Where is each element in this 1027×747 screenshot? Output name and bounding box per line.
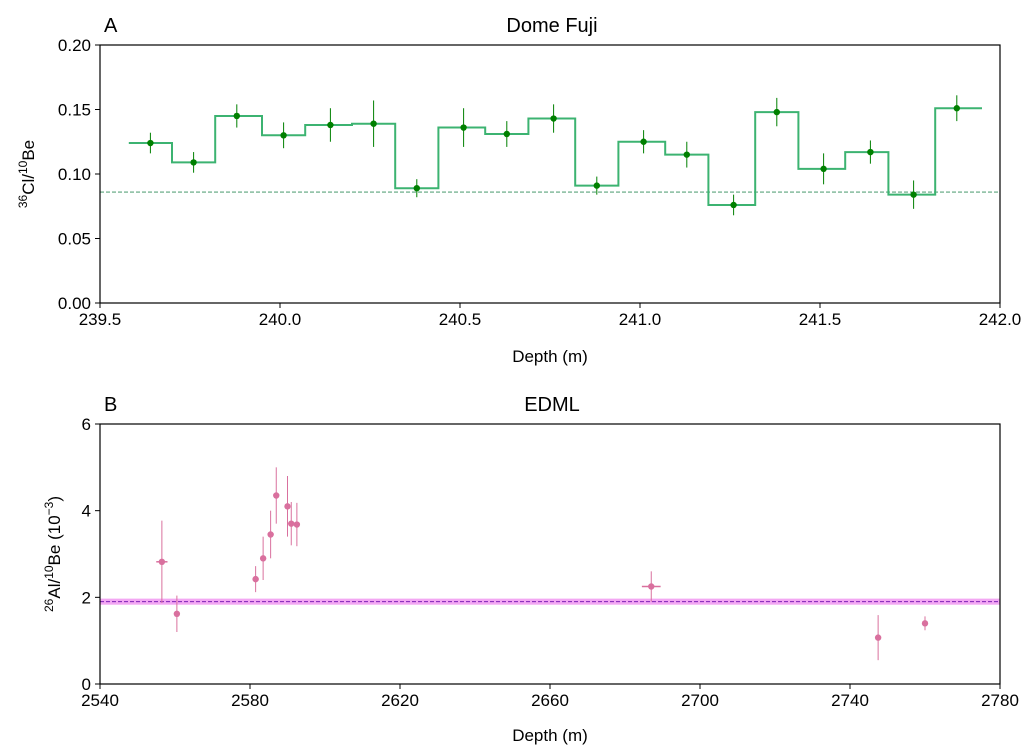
panel-a-data-point	[910, 191, 917, 198]
panel-a-ylabel: 36Cl/10Be	[16, 140, 38, 208]
panel-b-title: EDML	[524, 394, 580, 416]
panel-a-ytick-label: 0.00	[58, 294, 91, 313]
panel-b-data-point	[173, 610, 181, 617]
panel-b-ytick-label: 2	[82, 588, 91, 607]
panel-a-data-point	[280, 132, 287, 139]
panel-a-ytick-label: 0.10	[58, 165, 91, 184]
panel-a-xtick-label: 241.5	[799, 310, 842, 329]
panel-a-step-line	[128, 107, 982, 206]
panel-b-xtick-label: 2780	[981, 691, 1019, 710]
panel-b-data-point	[273, 492, 280, 499]
panel-a-xtick-label: 242.0	[979, 310, 1022, 329]
panel-a-data-point	[683, 151, 690, 158]
panel-a-letter: A	[104, 15, 118, 37]
panel-a-data-point	[550, 115, 557, 122]
panel-b-xtick-label: 2620	[381, 691, 419, 710]
panel-a-xtick-label: 240.0	[259, 310, 302, 329]
panel-a-xtick-label: 239.5	[79, 310, 122, 329]
panel-a-xtick-label: 241.0	[619, 310, 662, 329]
panel-b-data-point	[158, 558, 166, 565]
panel-b-ytick-label: 6	[82, 415, 91, 434]
panel-b-xtick-label: 2660	[531, 691, 569, 710]
panel-b: B EDML 2540 2580 2620 2660 2700 2740 27800246 …	[42, 394, 1019, 745]
panel-a-data-point	[233, 112, 240, 120]
panel-a-data-point	[953, 105, 960, 112]
panel-b-frame	[99, 423, 1001, 685]
panel-a-data-point	[190, 159, 197, 166]
panel-a-data-point	[773, 108, 780, 116]
panel-a-data-point	[867, 148, 874, 156]
panel-a-ytick-label: 0.05	[58, 230, 91, 249]
panel-b-data-point	[267, 531, 274, 538]
panel-a-xtick-label: 240.5	[439, 310, 482, 329]
panel-a-data-point	[730, 201, 737, 209]
panel-a-data-point	[327, 121, 334, 129]
panel-b-data-point	[288, 520, 295, 527]
panel-b-data-point	[648, 583, 655, 590]
panel-a: A Dome Fuji 239.5 240.0 240.5 241.0 241.5 242…	[16, 15, 1021, 366]
panel-b-data-point	[252, 575, 259, 583]
panel-b-data-point	[874, 634, 882, 641]
panel-b-ylabel: 26Al/10Be (10−3)	[42, 496, 64, 612]
panel-b-data-point	[293, 521, 301, 528]
panel-b-ytick-label: 0	[82, 675, 91, 694]
panel-b-xtick-label: 2580	[231, 691, 269, 710]
panel-a-ytick-label: 0.20	[58, 36, 91, 55]
panel-a-ytick-label: 0.15	[58, 101, 91, 120]
panel-a-xlabel: Depth (m)	[512, 347, 588, 366]
panel-b-letter: B	[104, 394, 117, 416]
panel-b-data-point	[284, 503, 291, 510]
panel-a-title: Dome Fuji	[506, 15, 597, 37]
panel-a-data-point	[147, 139, 154, 147]
panel-a-data-point	[593, 182, 600, 189]
panel-b-data-point	[921, 620, 929, 627]
panel-a-data-point	[413, 184, 420, 192]
panel-a-data-point	[370, 120, 377, 127]
panel-b-ytick-label: 4	[82, 502, 91, 521]
panel-b-xlabel: Depth (m)	[512, 726, 588, 745]
panel-b-data-point	[259, 555, 267, 562]
panel-a-data-point	[460, 124, 467, 131]
panel-b-xtick-label: 2700	[681, 691, 719, 710]
panel-a-data-point	[820, 165, 827, 173]
panel-b-xtick-label: 2540	[81, 691, 119, 710]
panel-a-frame	[99, 44, 1001, 304]
panel-a-data-point	[503, 130, 510, 138]
panel-a-data-point	[640, 138, 647, 145]
panel-b-xtick-label: 2740	[831, 691, 869, 710]
